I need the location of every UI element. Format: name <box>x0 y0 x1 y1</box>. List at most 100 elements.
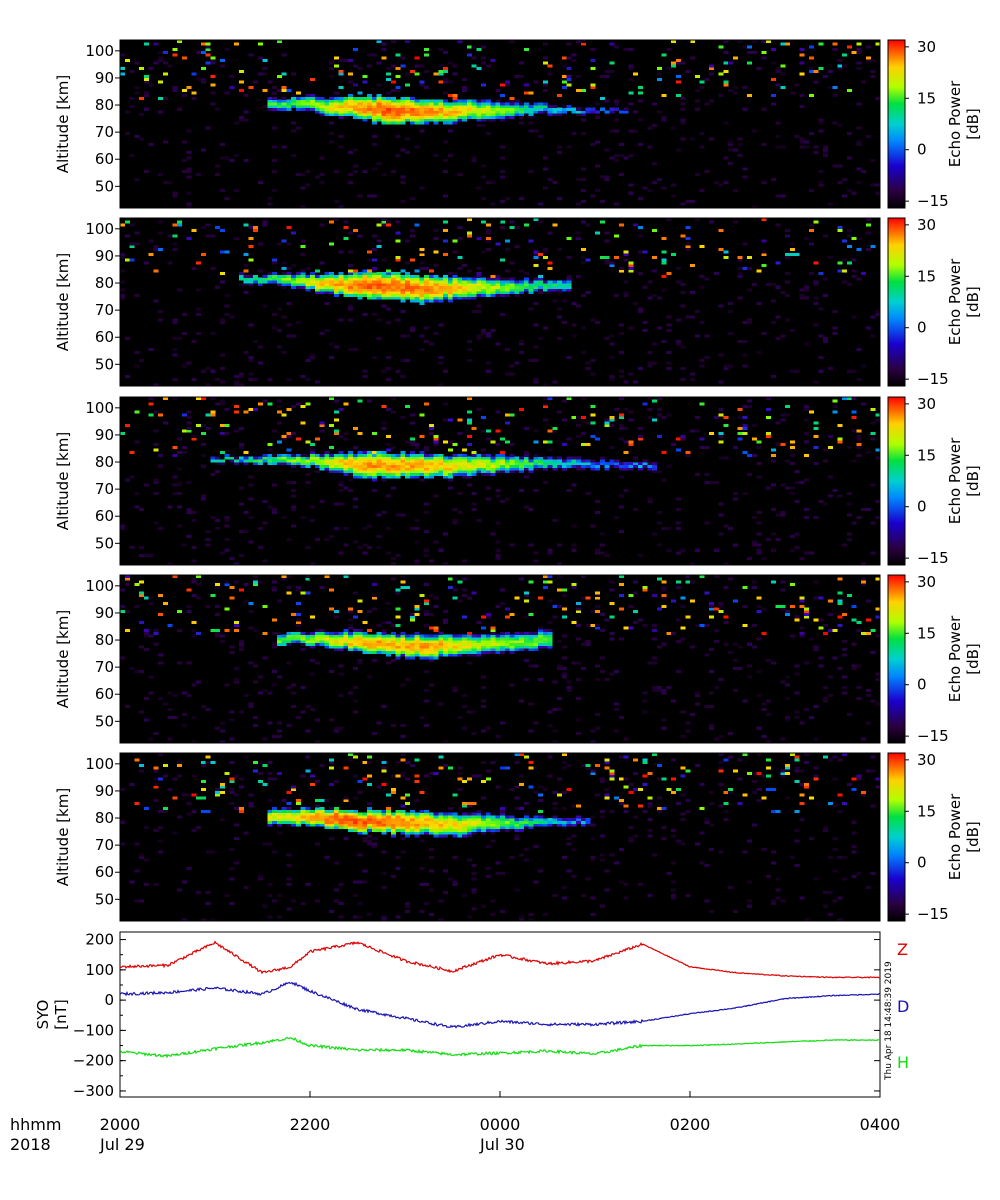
echo-cell <box>333 645 339 649</box>
echo-cell <box>523 459 529 463</box>
echo-cell <box>324 272 330 276</box>
echo-cell <box>329 58 335 62</box>
echo-cell <box>272 145 278 149</box>
echo-cell <box>742 623 748 627</box>
echo-cell <box>200 497 206 501</box>
echo-cell <box>547 629 553 633</box>
echo-cell <box>457 115 463 119</box>
echo-cell <box>837 228 843 232</box>
echo-cell <box>371 607 377 611</box>
echo-cell <box>134 178 140 182</box>
echo-cell <box>371 475 377 479</box>
echo-cell <box>780 418 786 422</box>
echo-cell <box>357 113 363 117</box>
echo-cell <box>523 288 529 292</box>
echo-cell <box>861 577 867 581</box>
echo-cell <box>343 113 349 117</box>
echo-cell <box>253 277 259 281</box>
echo-cell <box>120 588 126 592</box>
echo-cell <box>452 105 458 109</box>
echo-cell <box>870 699 876 703</box>
echo-cell <box>561 615 567 619</box>
echo-cell <box>542 418 548 422</box>
echo-cell <box>595 593 601 597</box>
echo-cell <box>224 583 230 587</box>
echo-cell <box>547 621 553 625</box>
echo-cell <box>238 642 244 646</box>
echo-cell <box>319 102 325 106</box>
echo-cell <box>652 661 658 665</box>
echo-cell <box>566 280 572 284</box>
echo-cell <box>481 280 487 284</box>
echo-cell <box>424 470 430 474</box>
echo-cell <box>428 107 434 111</box>
echo-cell <box>485 113 491 117</box>
echo-cell <box>424 296 430 300</box>
echo-cell <box>281 277 287 281</box>
echo-cell <box>628 462 634 466</box>
echo-cell <box>604 677 610 681</box>
echo-cell <box>837 180 843 184</box>
echo-cell <box>338 456 344 460</box>
echo-cell <box>870 315 876 319</box>
echo-cell <box>395 607 401 611</box>
echo-cell <box>561 283 567 287</box>
echo-cell <box>381 288 387 292</box>
echo-cell <box>628 467 634 471</box>
echo-cell <box>813 69 819 73</box>
echo-cell <box>694 623 700 627</box>
echo-cell <box>367 280 373 284</box>
echo-cell <box>215 470 221 474</box>
echo-cell <box>481 110 487 114</box>
echo-cell <box>789 604 795 608</box>
echo-cell <box>485 99 491 103</box>
echo-cell <box>533 664 539 668</box>
echo-cell <box>120 223 126 227</box>
echo-cell <box>371 274 377 278</box>
echo-cell <box>409 462 415 466</box>
echo-cell <box>300 453 306 457</box>
echo-cell <box>367 53 373 57</box>
echo-cell <box>523 272 529 276</box>
echo-cell <box>756 610 762 614</box>
echo-cell <box>281 96 287 100</box>
echo-cell <box>466 339 472 343</box>
echo-cell <box>523 648 529 652</box>
echo-cell <box>519 285 525 289</box>
echo-cell <box>348 231 354 235</box>
echo-cell <box>462 640 468 644</box>
echo-cell <box>367 524 373 528</box>
echo-cell <box>528 631 534 635</box>
echo-cell <box>865 326 871 330</box>
echo-cell <box>352 283 358 287</box>
echo-cell <box>614 459 620 463</box>
echo-cell <box>457 110 463 114</box>
echo-cell <box>158 464 164 468</box>
echo-cell <box>124 110 130 114</box>
echo-cell <box>424 650 430 654</box>
echo-cell <box>447 470 453 474</box>
echo-cell <box>400 472 406 476</box>
echo-cell <box>452 648 458 652</box>
echo-cell <box>808 45 814 49</box>
echo-cell <box>723 255 729 259</box>
echo-cell <box>471 105 477 109</box>
echo-cell <box>343 464 349 468</box>
echo-cell <box>428 110 434 114</box>
echo-cell <box>419 280 425 284</box>
echo-cell <box>281 99 287 103</box>
echo-cell <box>728 732 734 736</box>
echo-cell <box>690 713 696 717</box>
echo-cell <box>224 548 230 552</box>
echo-cell <box>205 53 211 57</box>
echo-cell <box>386 377 392 381</box>
echo-cell <box>267 96 273 100</box>
echo-cell <box>376 61 382 65</box>
echo-cell <box>561 462 567 466</box>
echo-cell <box>248 377 254 381</box>
echo-cell <box>447 121 453 125</box>
echo-cell <box>514 291 520 295</box>
echo-cell <box>604 337 610 341</box>
echo-cell <box>333 285 339 289</box>
